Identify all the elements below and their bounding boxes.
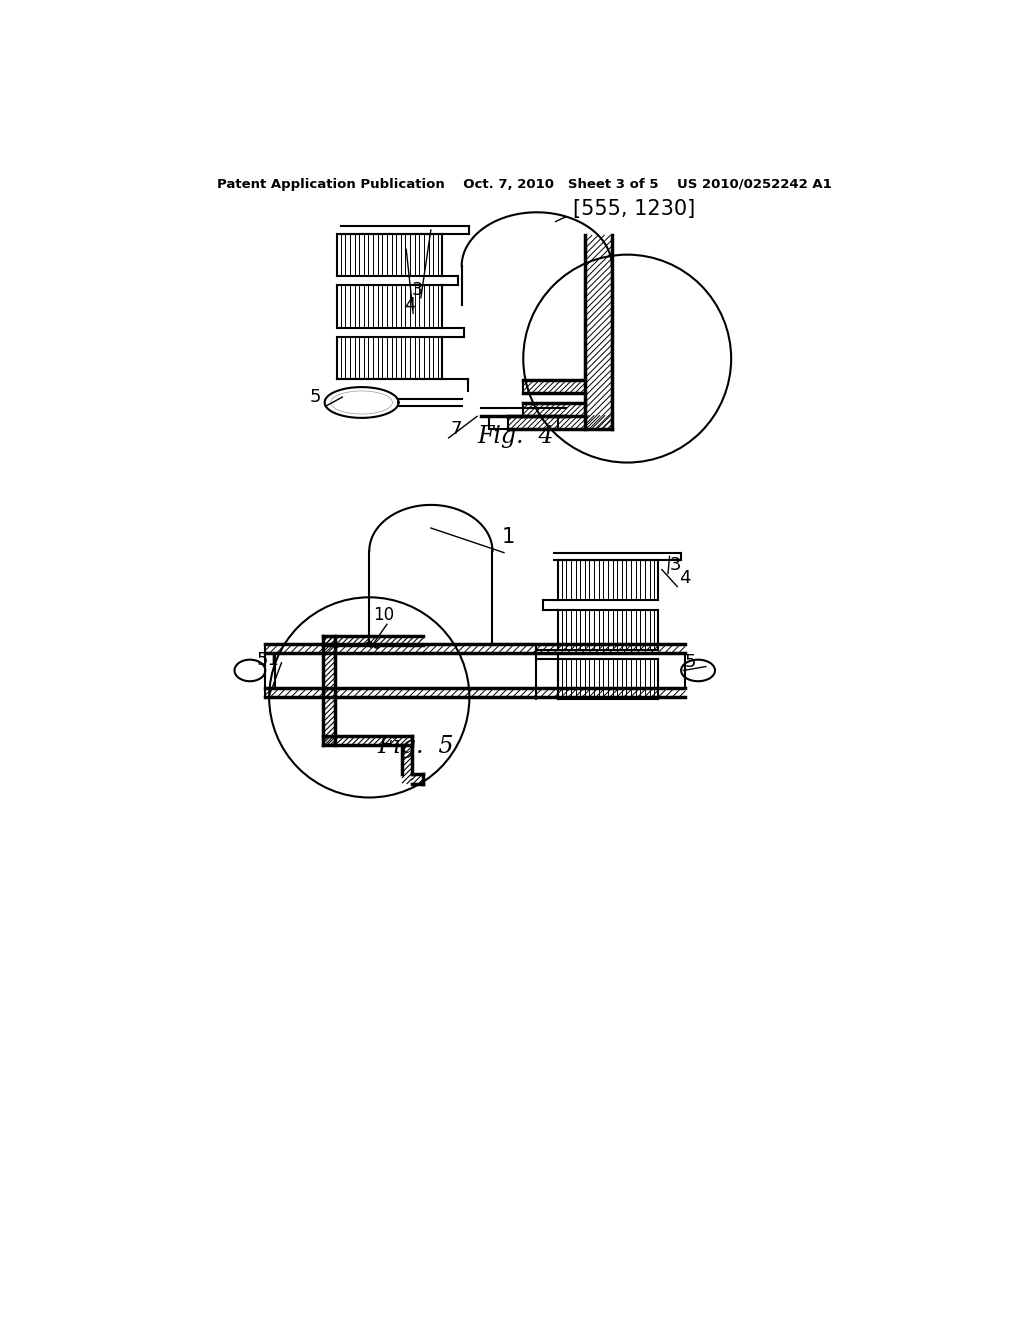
Text: 4: 4 <box>403 296 416 314</box>
Text: Fig.  4: Fig. 4 <box>477 425 554 449</box>
Text: [555, 1230]: [555, 1230] <box>572 199 695 219</box>
Text: 7: 7 <box>451 420 462 438</box>
Text: 5: 5 <box>685 652 696 671</box>
Text: 3: 3 <box>670 556 681 574</box>
Text: 3: 3 <box>412 281 423 298</box>
Text: Fig.  5: Fig. 5 <box>377 735 454 758</box>
Ellipse shape <box>234 660 265 681</box>
Text: 5: 5 <box>310 388 322 407</box>
Ellipse shape <box>681 660 715 681</box>
Text: Patent Application Publication    Oct. 7, 2010   Sheet 3 of 5    US 2010/0252242: Patent Application Publication Oct. 7, 2… <box>217 178 833 190</box>
Text: 10: 10 <box>373 606 394 624</box>
Text: 4: 4 <box>679 569 690 587</box>
Text: 1: 1 <box>501 528 514 548</box>
Text: 51: 51 <box>256 651 280 669</box>
